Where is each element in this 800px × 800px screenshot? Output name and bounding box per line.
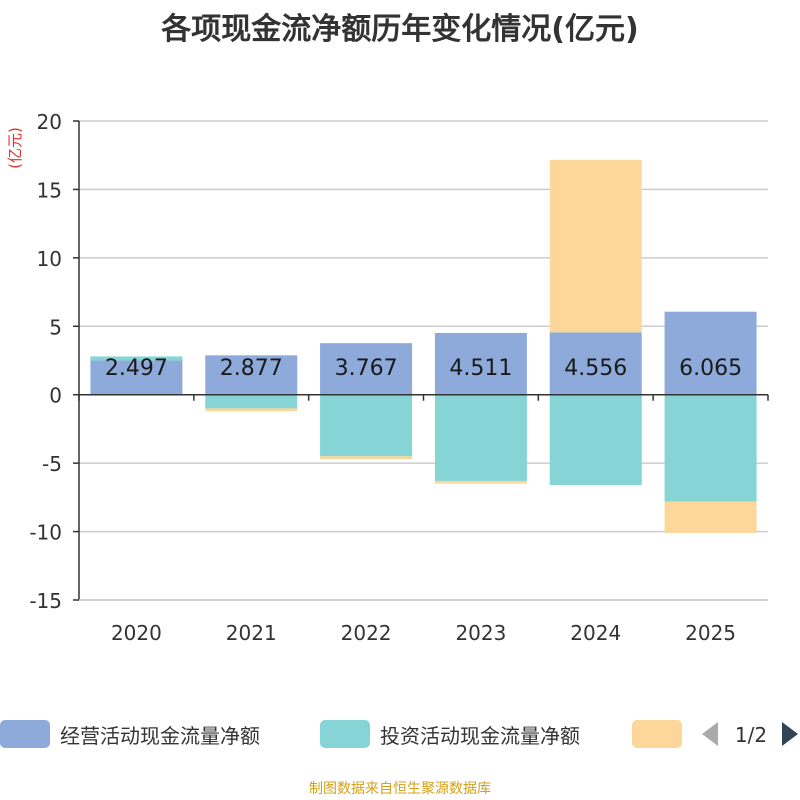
bar-financing-2023[interactable]	[434, 480, 527, 484]
legend-swatch-investing	[320, 720, 370, 748]
bar-operating-2021[interactable]	[205, 355, 298, 395]
legend-label-investing: 投资活动现金流量净额	[380, 723, 580, 748]
y-tick-label: -10	[29, 521, 62, 545]
x-tick-label: 2020	[111, 621, 162, 645]
data-labels: 2.497 2.877 3.767 4.511 4.556 6.065	[105, 356, 742, 381]
y-tick-label: 15	[37, 178, 62, 202]
legend-swatch-financing	[632, 720, 682, 748]
bar-investing-2022[interactable]	[320, 394, 413, 457]
bar-investing-2021[interactable]	[205, 394, 298, 409]
bar-operating-2024[interactable]	[549, 332, 642, 395]
legend-item-operating[interactable]: 经营活动现金流量净额	[0, 716, 260, 752]
bar-investing-2023[interactable]	[434, 394, 527, 481]
y-axis-label: (亿元)	[6, 127, 24, 169]
legend-item-financing[interactable]	[632, 716, 682, 752]
data-label-2023: 4.511	[449, 356, 512, 381]
x-tick-label: 2023	[455, 621, 506, 645]
bar-operating-2025[interactable]	[664, 311, 757, 395]
bar-investing-2025[interactable]	[664, 394, 757, 502]
chart: 20 15 10 5 0 -5 -10 -15 2020 2021 2022 2023 2024 2025…	[6, 110, 769, 645]
legend-pager: 1/2	[702, 722, 798, 747]
bar-operating-2023[interactable]	[434, 332, 527, 395]
tick-labels: 20 15 10 5 0 -5 -10 -15 2020 2021 2022 2023 2024 2025	[29, 110, 736, 645]
x-tick-label: 2025	[685, 621, 736, 645]
footer-source: 制图数据来自恒生聚源数据库	[309, 781, 491, 797]
bar-investing-2020[interactable]	[90, 356, 183, 361]
bar-financing-2022[interactable]	[320, 456, 413, 460]
axes	[73, 120, 769, 601]
data-label-2022: 3.767	[335, 356, 398, 381]
y-tick-label: 5	[49, 315, 62, 339]
y-tick-label: -15	[29, 589, 62, 613]
next-page-icon[interactable]	[782, 722, 798, 746]
legend-swatch-operating	[0, 720, 50, 748]
bar-operating-2020[interactable]	[90, 360, 183, 395]
bar-operating-2022[interactable]	[320, 343, 413, 395]
y-tick-label: 10	[37, 247, 62, 271]
bar-financing-2024[interactable]	[549, 159, 642, 333]
legend-label-operating: 经营活动现金流量净额	[60, 723, 260, 748]
x-tick-label: 2022	[341, 621, 392, 645]
x-tick-label: 2024	[570, 621, 621, 645]
bars	[90, 159, 757, 533]
bar-financing-2025[interactable]	[664, 501, 757, 533]
chart-title: 各项现金流净额历年变化情况(亿元)	[161, 12, 639, 47]
data-label-2020: 2.497	[105, 356, 168, 381]
data-label-2025: 6.065	[679, 356, 742, 381]
prev-page-icon[interactable]	[702, 722, 718, 746]
y-tick-label: -5	[42, 452, 62, 476]
y-tick-label: 20	[37, 110, 62, 134]
bar-financing-2021[interactable]	[205, 408, 298, 412]
legend-item-investing[interactable]: 投资活动现金流量净额	[320, 716, 580, 752]
data-label-2024: 4.556	[564, 356, 627, 381]
legend-page-indicator: 1/2	[735, 723, 767, 747]
y-tick-label: 0	[49, 384, 62, 408]
data-label-2021: 2.877	[220, 356, 283, 381]
x-tick-label: 2021	[226, 621, 277, 645]
bar-investing-2024[interactable]	[549, 394, 642, 486]
